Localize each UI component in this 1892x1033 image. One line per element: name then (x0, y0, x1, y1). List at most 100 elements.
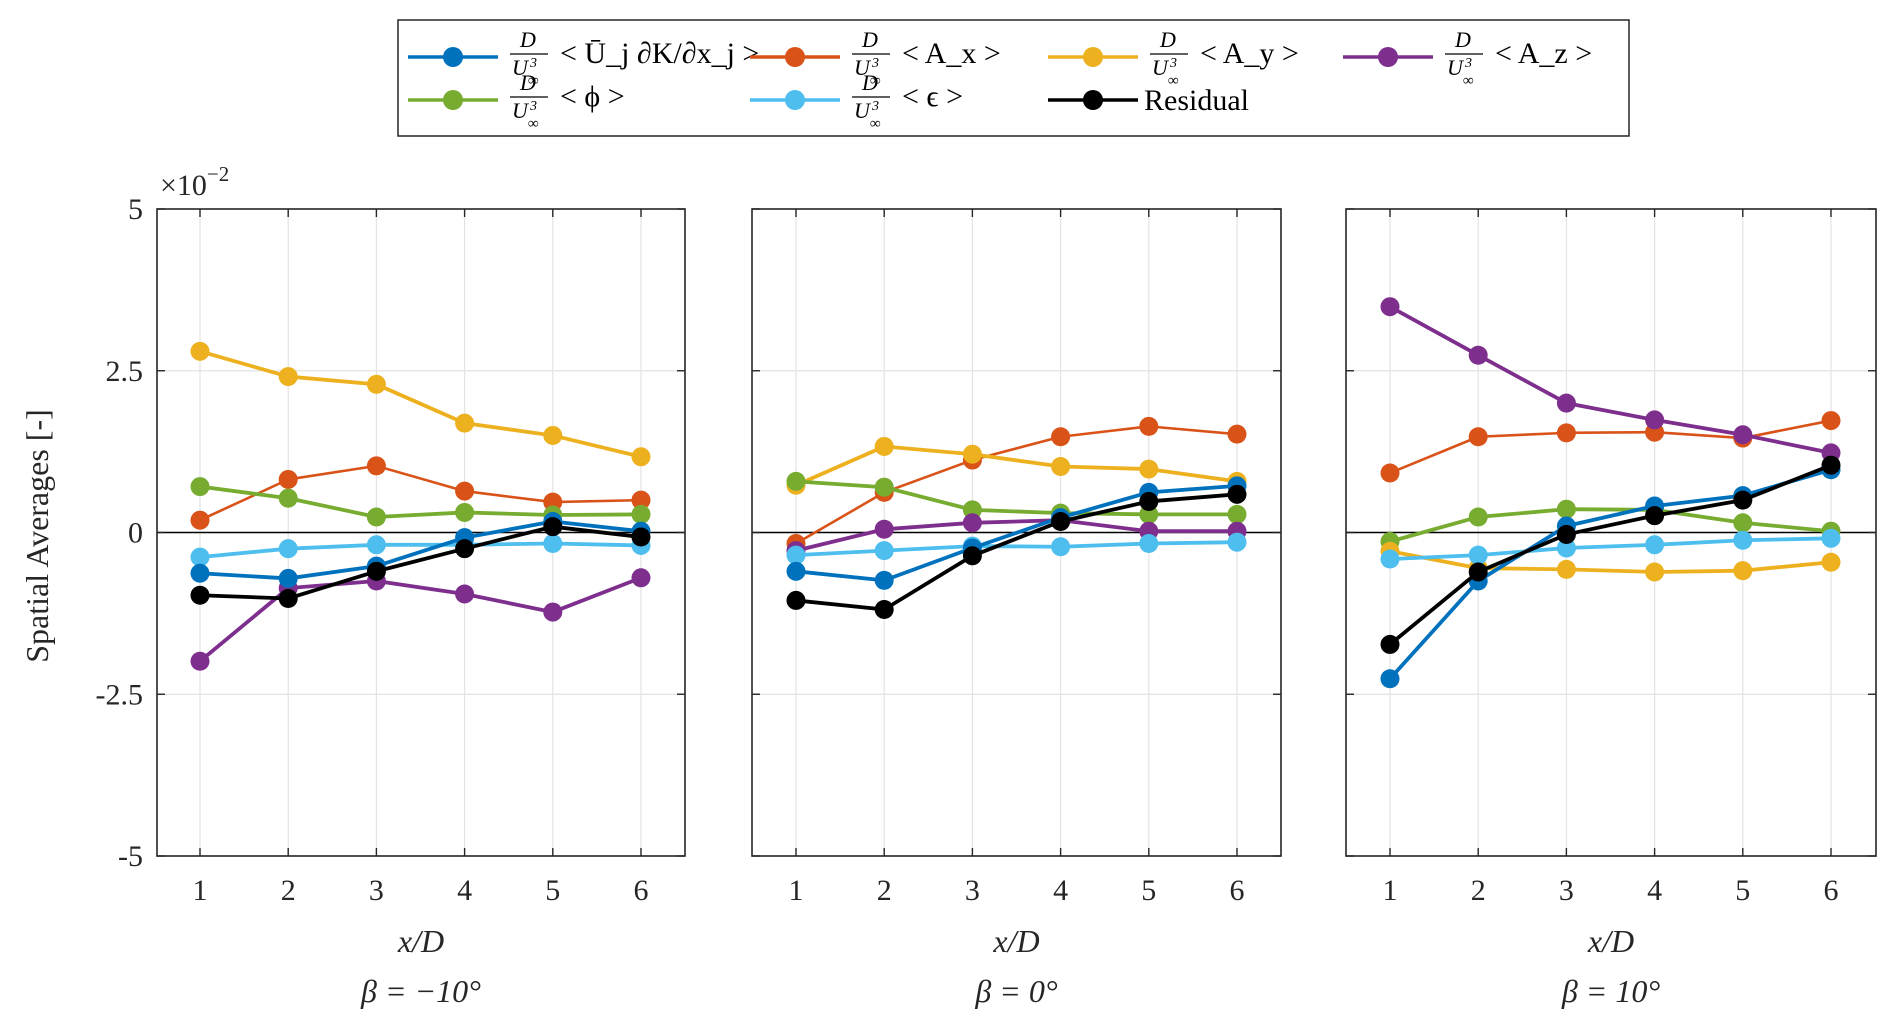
legend-frac-sup: 3 (1464, 56, 1472, 71)
series-line-eps (1389, 536, 1832, 561)
series-Ax (1380, 411, 1841, 483)
legend-frac-sup: 3 (871, 99, 879, 114)
series-Ay (190, 341, 651, 467)
data-point-eps (1051, 537, 1071, 557)
data-point-Residual (366, 561, 386, 581)
data-point-Residual (1821, 455, 1841, 475)
data-point-Uj (190, 563, 210, 583)
legend-frac-sup: 3 (529, 99, 537, 114)
data-point-Ax (1051, 427, 1071, 447)
data-point-Ax (278, 469, 298, 489)
legend-frac-denominator: U (512, 98, 530, 123)
series-Residual (190, 517, 651, 608)
legend-frac-denominator: U (854, 98, 872, 123)
x-tick-label: 2 (1471, 874, 1486, 907)
data-point-Az (1733, 425, 1753, 445)
legend-item-Uj: DU 3 ∞ < Ū_j ∂K/∂x_j > (408, 27, 759, 89)
data-point-eps (1380, 549, 1400, 569)
y-tick-label: -5 (118, 840, 143, 873)
series-line-phi (1389, 507, 1832, 544)
y-tick-label: -2.5 (96, 678, 144, 711)
series-line-Az (1389, 305, 1832, 455)
y-multiplier-exponent: −2 (207, 162, 229, 186)
legend-label-Residual: Residual (1144, 84, 1249, 117)
data-point-Ay (543, 425, 563, 445)
series-group (1380, 297, 1841, 689)
series-Residual (786, 484, 1247, 619)
legend-frac-sub: ∞ (528, 116, 539, 132)
series-line-Ax (199, 464, 642, 522)
legend-frac-sup: 3 (1169, 56, 1177, 71)
legend-item-Ay: DU 3 ∞ < A_y > (1048, 27, 1299, 89)
data-point-eps (190, 547, 210, 567)
series-line-Ay (1389, 549, 1832, 574)
data-point-Az (543, 602, 563, 622)
data-point-Ax (1468, 427, 1488, 447)
data-point-Residual (1733, 490, 1753, 510)
data-point-eps (278, 539, 298, 559)
data-point-Residual (786, 590, 806, 610)
data-point-Uj (874, 570, 894, 590)
data-point-Uj (786, 561, 806, 581)
series-line-Uj (199, 519, 642, 581)
ticks (1346, 208, 1876, 857)
legend-frac-denominator: U (1152, 55, 1170, 80)
legend-box (397, 19, 1630, 137)
legend-frac-sub: ∞ (1463, 73, 1474, 89)
legend-frac-sup: 3 (529, 56, 537, 71)
series-eps (1380, 528, 1841, 569)
legend-frac-numerator: D (1454, 27, 1471, 52)
x-axis-label: x/D (992, 923, 1039, 959)
series-line-Residual (795, 492, 1238, 612)
data-point-Residual (278, 588, 298, 608)
series-line-eps (199, 541, 642, 559)
legend-marker-Ay (1083, 47, 1103, 67)
data-point-Uj (278, 568, 298, 588)
data-point-Ax (190, 510, 210, 530)
series-line-Ax (795, 425, 1238, 545)
data-point-eps (1139, 533, 1159, 553)
data-point-Residual (874, 599, 894, 619)
data-point-Residual (1380, 634, 1400, 654)
data-point-Residual (1645, 506, 1665, 526)
data-point-Ay (1733, 561, 1753, 581)
data-point-Az (1380, 297, 1400, 317)
y-axis-label: Spatial Averages [-] (19, 409, 55, 663)
data-point-eps (1645, 535, 1665, 555)
data-point-eps (543, 533, 563, 553)
data-point-Ay (1139, 459, 1159, 479)
series-group (190, 341, 651, 671)
legend-frac-denominator: U (512, 55, 530, 80)
series-line-Ay (795, 444, 1238, 488)
x-tick-label: 2 (877, 874, 892, 907)
data-point-Ay (631, 447, 651, 467)
legend-item-phi: DU 3 ∞ < ϕ > (408, 70, 625, 132)
legend-frac-sub: ∞ (528, 73, 539, 89)
data-point-Az (874, 519, 894, 539)
x-tick-label: 6 (1230, 874, 1245, 907)
data-point-Az (1556, 393, 1576, 413)
legend-frac-numerator: D (1159, 27, 1176, 52)
series-Residual (1380, 455, 1841, 654)
data-point-eps (1733, 530, 1753, 550)
data-point-Residual (1468, 562, 1488, 582)
x-tick-label: 6 (634, 874, 649, 907)
data-point-Ay (278, 367, 298, 387)
x-tick-label: 4 (1053, 874, 1068, 907)
x-tick-label: 1 (1383, 874, 1398, 907)
legend-marker-Az (1378, 47, 1398, 67)
panel-2: 1 2 3 4 5 6 x/D β = 0° (751, 208, 1282, 1009)
legend-expression: < Ū_j ∂K/∂x_j > (560, 37, 759, 70)
data-point-eps (786, 545, 806, 565)
data-point-Uj (1380, 669, 1400, 689)
series-line-Residual (199, 524, 642, 601)
data-point-phi (1733, 513, 1753, 533)
series-line-Uj (1388, 467, 1832, 680)
data-point-phi (1468, 507, 1488, 527)
data-point-Ay (455, 413, 475, 433)
ticks (157, 208, 685, 857)
series-line-Az (795, 518, 1237, 553)
legend-marker-Uj (443, 47, 463, 67)
x-tick-label: 3 (1559, 874, 1574, 907)
data-point-Ax (1227, 424, 1247, 444)
